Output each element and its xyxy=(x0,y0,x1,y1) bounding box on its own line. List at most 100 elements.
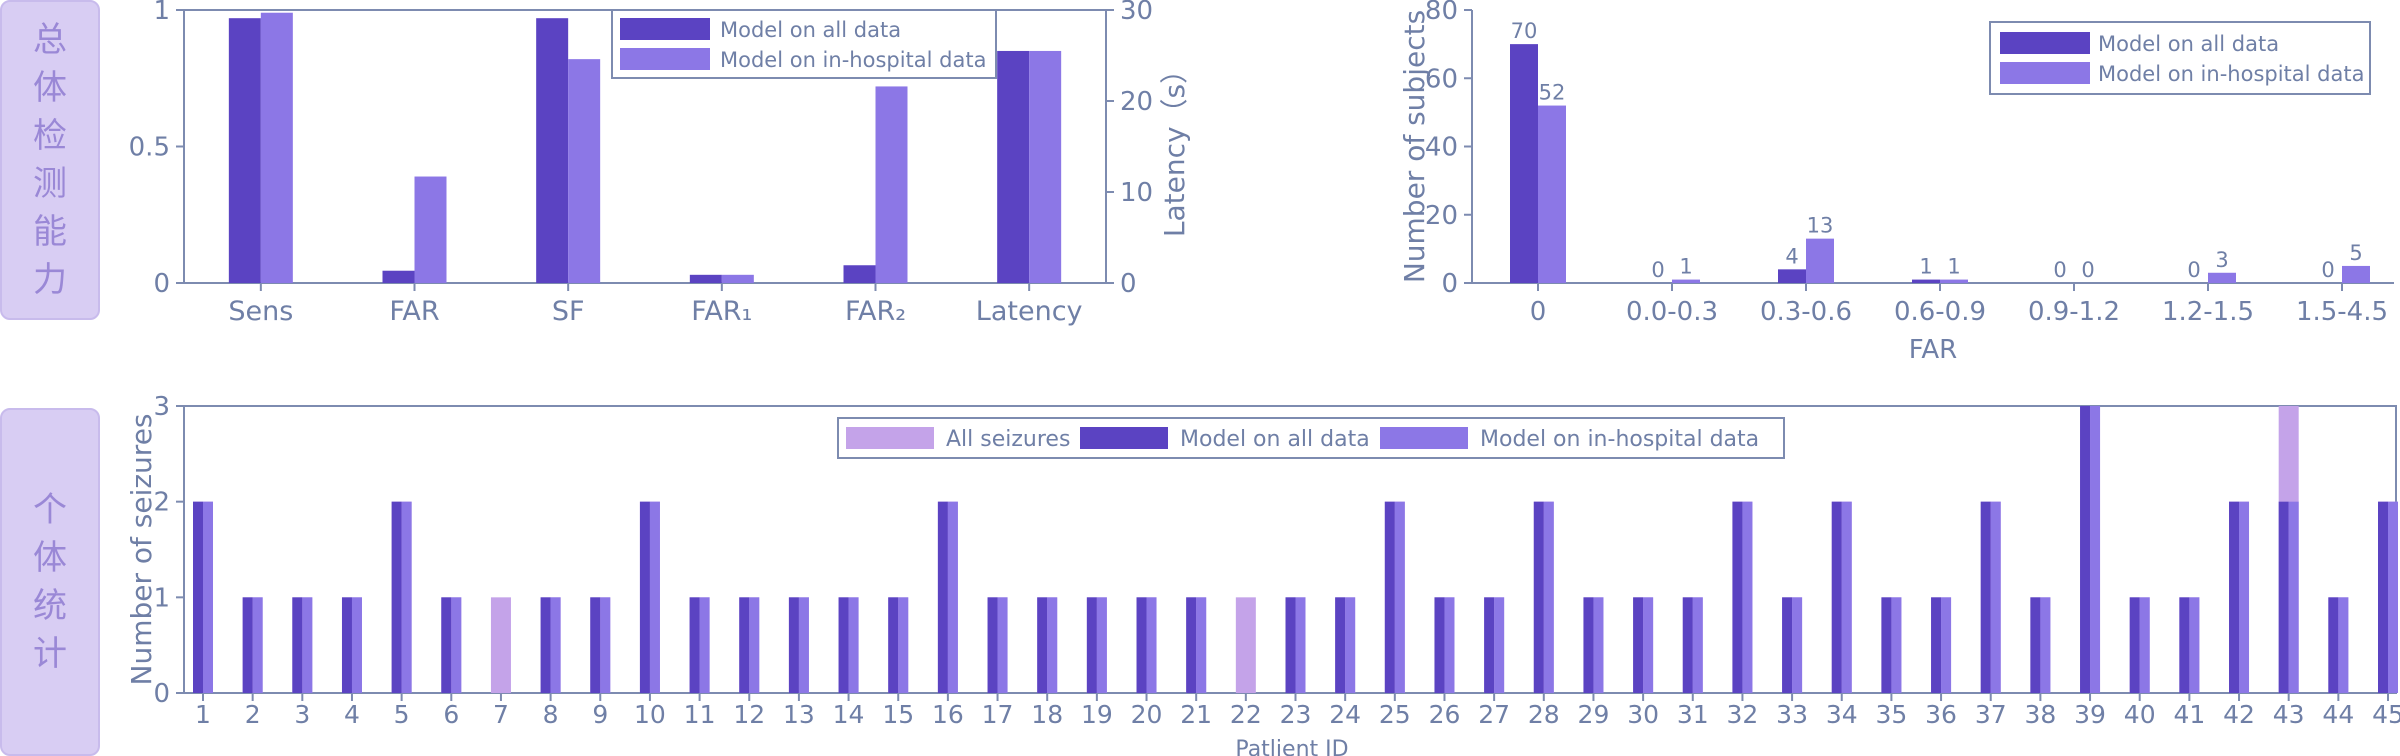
x-tick-label: SF xyxy=(552,296,585,327)
bar xyxy=(536,18,569,283)
bar xyxy=(997,50,1030,284)
bar xyxy=(391,501,402,693)
x-tick-label: 10 xyxy=(634,700,666,729)
x-tick-label: 11 xyxy=(684,700,716,729)
x-tick-label: 14 xyxy=(833,700,865,729)
bar xyxy=(1782,597,1793,693)
bar xyxy=(1732,501,1743,693)
x-tick-label: 17 xyxy=(982,700,1014,729)
x-tick-label: 3 xyxy=(294,700,310,729)
bar xyxy=(414,176,447,283)
x-tick-label: 16 xyxy=(932,700,964,729)
bar xyxy=(2388,501,2398,693)
bar xyxy=(1494,597,1505,693)
data-label: 13 xyxy=(1807,214,1834,238)
bar xyxy=(2378,501,2388,693)
bar xyxy=(2030,597,2041,693)
legend-swatch xyxy=(1080,427,1168,449)
side-label-char: 总 xyxy=(33,20,67,60)
bar xyxy=(228,18,261,283)
bar xyxy=(568,59,601,283)
x-tick-label: FAR₁ xyxy=(691,296,752,327)
bar xyxy=(1742,501,1753,693)
bar xyxy=(1335,597,1346,693)
bar xyxy=(1096,597,1107,693)
bar xyxy=(699,597,710,693)
bar xyxy=(1940,279,1968,283)
bar xyxy=(689,274,722,283)
bar xyxy=(1037,597,1048,693)
y-tick-label: 20 xyxy=(1425,201,1458,231)
y-axis-label: Number of seizures xyxy=(125,413,158,685)
legend-label: Model on all data xyxy=(1180,427,1370,452)
data-label: 0 xyxy=(1651,258,1664,282)
x-tick-label: FAR₂ xyxy=(845,296,906,327)
y-tick-label: 2 xyxy=(153,488,170,518)
x-tick-label: 1 xyxy=(195,700,211,729)
bar xyxy=(590,597,601,693)
bar xyxy=(1980,501,1991,693)
bar xyxy=(1285,597,1296,693)
bar xyxy=(987,597,998,693)
side-label-char: 能 xyxy=(33,212,67,252)
data-label: 0 xyxy=(2321,258,2334,282)
bar xyxy=(898,597,909,693)
bar xyxy=(2040,597,2051,693)
bar xyxy=(1086,597,1097,693)
bar xyxy=(490,597,511,693)
x-tick-label: 5 xyxy=(394,700,410,729)
bar xyxy=(1295,597,1306,693)
bar xyxy=(2229,501,2240,693)
x-tick-label: Sens xyxy=(228,296,293,327)
bar xyxy=(1394,501,1405,693)
bar xyxy=(2278,501,2289,693)
bar xyxy=(2129,597,2140,693)
x-axis-label: Patlient ID xyxy=(1235,737,1348,756)
legend-swatch xyxy=(620,48,710,70)
bar xyxy=(1891,597,1902,693)
x-tick-label: 0.9-1.2 xyxy=(2028,297,2120,327)
data-label: 52 xyxy=(1539,81,1566,105)
bar xyxy=(1682,597,1693,693)
x-tick-label: 0.0-0.3 xyxy=(1626,297,1718,327)
side-label-char: 体 xyxy=(33,538,67,578)
bar xyxy=(2139,597,2150,693)
legend-box xyxy=(837,417,1785,459)
bar xyxy=(1146,597,1157,693)
x-tick-label: 22 xyxy=(1230,700,1262,729)
y2-tick-label: 0 xyxy=(1120,269,1137,299)
bar xyxy=(1484,597,1495,693)
legend-swatch xyxy=(1380,427,1468,449)
legend-label: Model on in-hospital data xyxy=(1480,427,1759,452)
x-tick-label: 44 xyxy=(2322,700,2354,729)
x-tick-label: 32 xyxy=(1727,700,1759,729)
bar xyxy=(749,597,760,693)
bar xyxy=(242,597,253,693)
x-axis-label: FAR xyxy=(1909,335,1957,365)
bar xyxy=(540,597,551,693)
x-tick-label: 0 xyxy=(1530,297,1547,327)
legend-label: All seizures xyxy=(946,427,1070,452)
bar xyxy=(1510,44,1538,283)
x-tick-label: 4 xyxy=(344,700,360,729)
side-label-char: 计 xyxy=(33,634,67,674)
bar xyxy=(1538,105,1566,283)
bar xyxy=(441,597,452,693)
x-tick-label: 37 xyxy=(1975,700,2007,729)
bar xyxy=(843,265,876,283)
x-tick-label: 13 xyxy=(783,700,815,729)
bar xyxy=(1792,597,1803,693)
x-tick-label: 21 xyxy=(1180,700,1212,729)
bar xyxy=(937,501,948,693)
y-tick-label: 0 xyxy=(153,269,170,299)
bar xyxy=(600,597,611,693)
x-tick-label: 2 xyxy=(245,700,261,729)
bar xyxy=(302,597,313,693)
side-label-char: 统 xyxy=(33,586,67,626)
x-tick-label: 43 xyxy=(2273,700,2305,729)
data-label: 0 xyxy=(2081,258,2094,282)
y-tick-label: 80 xyxy=(1425,0,1458,26)
